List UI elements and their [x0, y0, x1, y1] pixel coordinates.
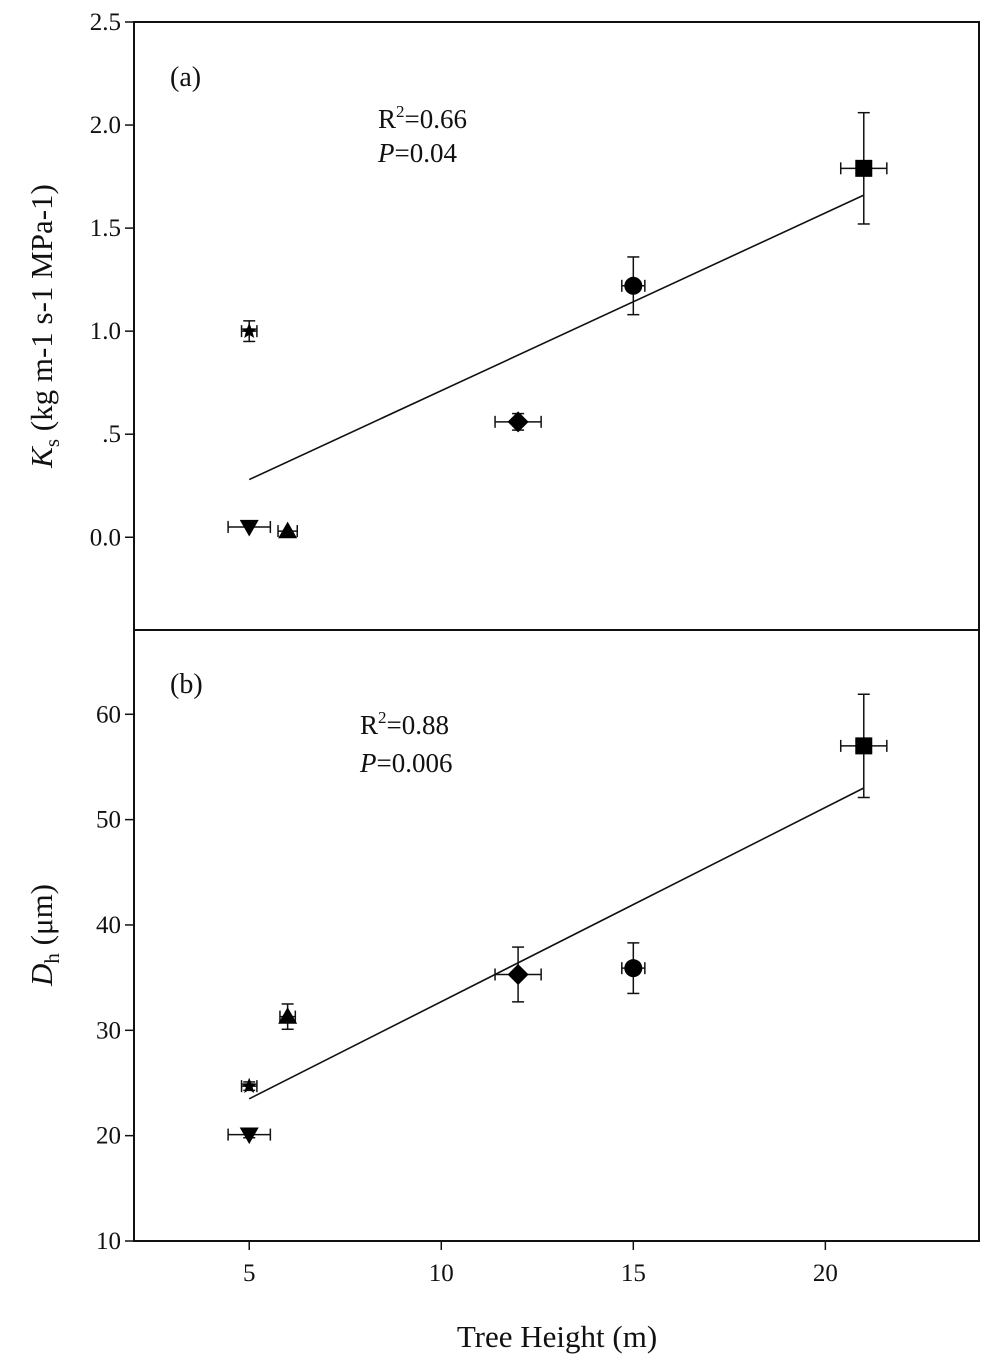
panel-b-point-triangle-down — [239, 1127, 259, 1145]
panel-b-point-circle — [624, 959, 643, 978]
panel-b-r2: R2=0.88 — [360, 708, 449, 740]
panel-a-r2: R2=0.66 — [378, 102, 467, 134]
x-tick-label: 10 — [429, 1260, 454, 1287]
panel-a-ytick-label: 1.0 — [90, 318, 121, 345]
panel-a-point-triangle-down — [239, 519, 259, 537]
x-tick-label: 20 — [813, 1260, 838, 1287]
panel-b-point-star — [241, 1077, 258, 1093]
panel-b-ytick-label: 60 — [96, 701, 121, 728]
panel-a-fit-line — [248, 194, 865, 481]
panel-a-ytick-label: .5 — [102, 421, 121, 448]
panel-b-ytick-label: 30 — [96, 1017, 121, 1044]
panel-b-ytick-label: 50 — [96, 807, 121, 834]
x-axis: 5 10 15 20 — [243, 1241, 838, 1287]
panel-b-point-diamond — [507, 963, 529, 985]
panel-a-point-triangle-up — [278, 521, 298, 539]
panel-a-point-diamond — [507, 411, 529, 433]
panel-b-p: P=0.006 — [359, 748, 452, 778]
panel-b-ytick-label: 20 — [96, 1123, 121, 1150]
panel-b-tag: (b) — [170, 669, 203, 700]
x-axis-title: Tree Height (m) — [457, 1319, 657, 1354]
panel-a-ytick-label: 2.5 — [90, 9, 121, 36]
panel-a-p: P=0.04 — [377, 138, 457, 168]
x-tick-label: 15 — [621, 1260, 646, 1287]
panel-a-ytick-label: 2.0 — [90, 112, 121, 139]
panel-a-ytick-label: 0.0 — [90, 524, 121, 551]
panel-b-ytick-label: 10 — [96, 1228, 121, 1255]
panel-a-point-square — [855, 159, 873, 177]
panel-b-point-square — [855, 737, 873, 755]
panel-b-ylabel: Dh (μm) — [24, 884, 64, 987]
panel-a-ytick-label: 1.5 — [90, 215, 121, 242]
panel-b-plot: 10 20 30 40 50 60 — [96, 693, 888, 1255]
panel-a-tag: (a) — [170, 62, 201, 93]
panel-b-fit-line — [248, 787, 865, 1100]
panel-b-ytick-label: 40 — [96, 912, 121, 939]
panel-a-point-star — [241, 322, 258, 338]
panel-a-frame — [133, 21, 980, 631]
panel-b-frame — [133, 629, 980, 1242]
panel-a-plot: 0.0 .5 1.0 1.5 2.0 2.5 — [90, 9, 888, 551]
x-tick-label: 5 — [243, 1260, 256, 1287]
panel-a-ylabel: Ks (kg m-1 s-1 MPa-1) — [24, 184, 64, 469]
panel-a-point-circle — [624, 276, 643, 295]
panel-b-point-triangle-up — [278, 1007, 298, 1024]
